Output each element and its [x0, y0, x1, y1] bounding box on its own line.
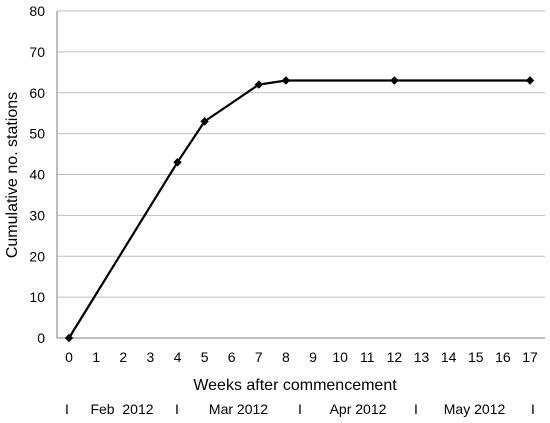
data-point-week-8	[281, 76, 291, 85]
x-tick-label-1: 1	[92, 349, 100, 365]
month-label-1: Mar 2012	[209, 401, 268, 417]
month-label-3: May 2012	[444, 401, 506, 417]
x-tick-label-6: 6	[228, 349, 236, 365]
data-point-week-4	[173, 158, 182, 167]
x-tick-label-5: 5	[201, 349, 209, 365]
month-label-2: Apr 2012	[330, 401, 387, 417]
y-axis-title: Cumulative no. stations	[4, 92, 21, 258]
series-line-0	[68, 79, 530, 339]
y-tick-label-40: 40	[29, 167, 45, 183]
x-tick-label-9: 9	[309, 349, 317, 365]
x-tick-label-16: 16	[495, 349, 511, 365]
month-separator-1: I	[175, 401, 179, 417]
month-separator-4: I	[531, 401, 535, 417]
x-tick-label-17: 17	[522, 349, 538, 365]
y-tick-label-80: 80	[29, 3, 45, 19]
axes	[56, 11, 545, 339]
month-axis: I I I I I Feb 2012 Mar 2012 Apr 2012 May 2012	[65, 401, 535, 417]
x-tick-label-0: 0	[65, 349, 73, 365]
x-axis-title: Weeks after commencement	[193, 377, 397, 394]
month-label-0: Feb 2012	[90, 401, 153, 417]
month-separator-2: I	[298, 401, 302, 417]
x-tick-label-13: 13	[414, 349, 430, 365]
x-tick-labels: 0 1 2 3 4 5 6 7 8 9 10 11 12 13 14 15 16 17	[65, 349, 538, 365]
y-tick-label-30: 30	[29, 207, 45, 223]
y-tick-label-0: 0	[37, 330, 45, 346]
gridlines	[57, 10, 545, 298]
y-tick-label-10: 10	[29, 289, 45, 305]
month-separator-0: I	[65, 401, 69, 417]
data-point-week-0	[64, 333, 74, 343]
data-point-week-17	[525, 76, 535, 85]
y-tick-labels: 0 10 20 30 40 50 60 70 80	[29, 3, 45, 346]
x-tick-label-10: 10	[332, 349, 348, 365]
x-tick-label-15: 15	[468, 349, 484, 365]
series	[64, 76, 535, 343]
data-point-week-7	[254, 80, 264, 89]
x-tick-label-12: 12	[387, 349, 403, 365]
x-tick-label-14: 14	[441, 349, 457, 365]
x-tick-label-11: 11	[360, 349, 375, 365]
y-tick-label-20: 20	[29, 248, 45, 264]
x-tick-label-3: 3	[146, 349, 154, 365]
data-point-week-5	[200, 117, 209, 126]
x-tick-label-2: 2	[119, 349, 127, 365]
x-tick-label-7: 7	[255, 349, 263, 365]
y-tick-label-70: 70	[29, 44, 45, 60]
y-tick-label-60: 60	[29, 85, 45, 101]
x-tick-label-8: 8	[282, 349, 290, 365]
x-tick-label-4: 4	[174, 349, 182, 365]
data-point-week-12	[390, 76, 399, 85]
y-tick-label-50: 50	[29, 126, 45, 142]
month-separator-3: I	[414, 401, 418, 417]
